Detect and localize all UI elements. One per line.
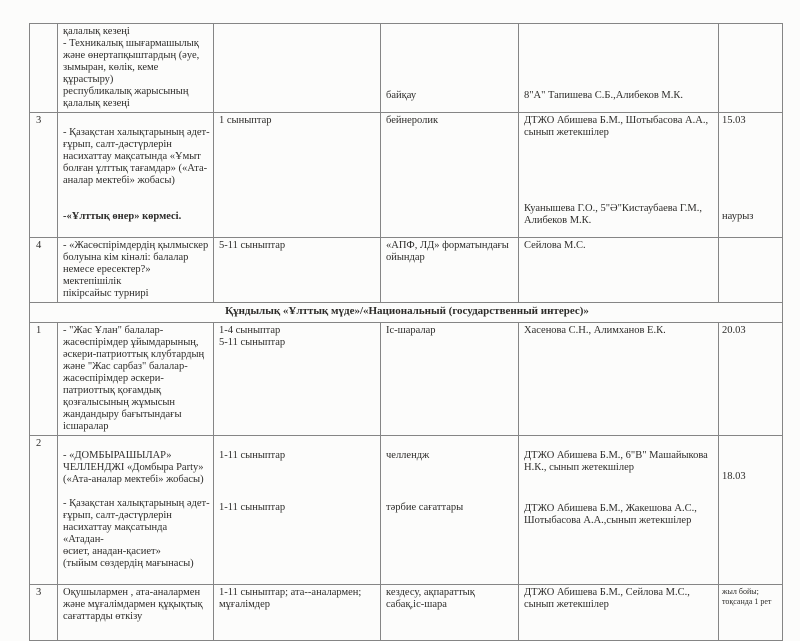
format-cell: бейнеролик [386,115,439,126]
row-number: 1 [36,325,42,336]
responsible-cell: ДТЖО Абишева Б.М., Шотыбасова А.А., сыны… [520,114,718,237]
format-cell: кездесу, ақпараттық сабақ,іс-шара [386,587,475,610]
participants-cell: 1-4 сыныптар 5-11 сыныптар [219,325,286,348]
responsible-cell: ДТЖО Абишева Б.М., Сейлова М.С., сынып ж… [524,587,690,610]
activity-description: Оқушылармен , ата-аналармен және мұғалім… [63,587,203,622]
activity-description: - "Жас Ұлан" балалар- жасөспірімдер ұйым… [63,325,205,432]
responsible-cell: 8"А" Тапишева С.Б.,Алибеков М.К. [520,25,718,112]
description-text-2: - Қазақстан халықтарының әдет- ғұрып, са… [63,498,210,569]
format-cell: байқау [382,25,518,112]
participants-cell: 1 сыныптар [219,115,272,126]
row-number: 3 [36,115,42,126]
activity-description: қалалық кезеңі - Техникалық шығармашылық… [63,26,200,109]
description-text: - Қазақстан халықтарының әдет- ғұрып, са… [63,127,210,186]
date-text: 18.03 [722,471,746,482]
participants-cell: 1-11 сыныптар; ата--аналармен; мұғалімде… [219,587,362,610]
responsible-cell: Сейлова М.С. [524,240,586,251]
table-row-3-last: 3 Оқушылармен , ата-аналармен және мұғал… [29,584,783,641]
date-cell: 15.03 наурыз [720,114,782,237]
responsible-cell: ДТЖО Абишева Б.М., 6"В" Машайыкова Н.К.,… [520,437,718,584]
description-text-1: - «ДОМБЫРАШЫЛАР» ЧЕЛЛЕНДЖІ «Домбыра Part… [63,450,204,485]
participants-cell [215,25,380,112]
row-number [31,25,57,112]
participants-cell: 1-11 сыныптар 1-11 сыныптар [215,437,380,584]
table-row-2: 2 - «ДОМБЫРАШЫЛАР» ЧЕЛЛЕНДЖІ «Домбыра Pa… [29,435,783,585]
table-row-3: 3 - Қазақстан халықтарының әдет- ғұрып, … [29,112,783,238]
responsible-text-2: ДТЖО Абишева Б.М., Жакешова А.С., Шотыба… [524,503,697,526]
responsible-text-1: ДТЖО Абишева Б.М., 6"В" Машайыкова Н.К.,… [524,450,708,473]
description-bold-line: -«Ұлттық өнер» көрмесі. [63,211,182,222]
table-row-1: 1 - "Жас Ұлан" балалар- жасөспірімдер ұй… [29,322,783,436]
participants-text-2: 1-11 сыныптар [219,502,286,513]
format-text: байқау [386,90,417,101]
participants-text-1: 1-11 сыныптар [219,450,286,461]
date-text-2: наурыз [722,211,754,222]
row-number: 4 [36,240,42,251]
format-cell: «АПФ, ЛД» форматындағы ойындар [386,240,509,263]
date-text-1: 15.03 [722,115,746,126]
activity-description: - «ДОМБЫРАШЫЛАР» ЧЕЛЛЕНДЖІ «Домбыра Part… [59,437,213,584]
date-cell: 20.03 [722,325,746,336]
date-cell: 18.03 [720,437,782,584]
row-number: 3 [36,587,42,598]
activities-plan-table: қалалық кезеңі - Техникалық шығармашылық… [29,23,783,641]
activity-description: - «Жасөспірімдердің қылмыскер болуына кі… [63,240,209,299]
responsible-text: 8"А" Тапишева С.Б.,Алибеков М.К. [524,90,683,101]
responsible-cell: Хасенова С.Н., Алимханов Е.К. [524,325,666,336]
section-header-title: Құндылық «Ұлттық мүде»/«Национальный (го… [225,305,589,317]
document-page: қалалық кезеңі - Техникалық шығармашылық… [29,23,783,641]
table-row-continuation: қалалық кезеңі - Техникалық шығармашылық… [29,23,783,113]
activity-description: - Қазақстан халықтарының әдет- ғұрып, са… [59,114,213,237]
format-text-1: челлендж [386,450,430,461]
format-text-2: тәрбие сағаттары [386,502,464,513]
table-row-4: 4 - «Жасөспірімдердің қылмыскер болуына … [29,237,783,303]
section-header-row: Құндылық «Ұлттық мүде»/«Национальный (го… [29,302,783,323]
scanned-document-page: { "table": { "section_header": "Құндылық… [29,23,783,641]
participants-cell: 5-11 сыныптар [219,240,286,251]
date-cell [720,239,782,302]
format-cell: Іс-шаралар [386,325,436,336]
responsible-text-2: Куанышева Г.О., 5"Ә"Кистаубаева Г.М., Ал… [524,203,702,226]
date-cell: жыл бойы; тоқсанда 1 рет [722,587,772,606]
responsible-text-1: ДТЖО Абишева Б.М., Шотыбасова А.А., сыны… [524,115,709,138]
row-number: 2 [36,438,42,449]
date-cell [720,25,782,112]
format-cell: челлендж тәрбие сағаттары [382,437,518,584]
